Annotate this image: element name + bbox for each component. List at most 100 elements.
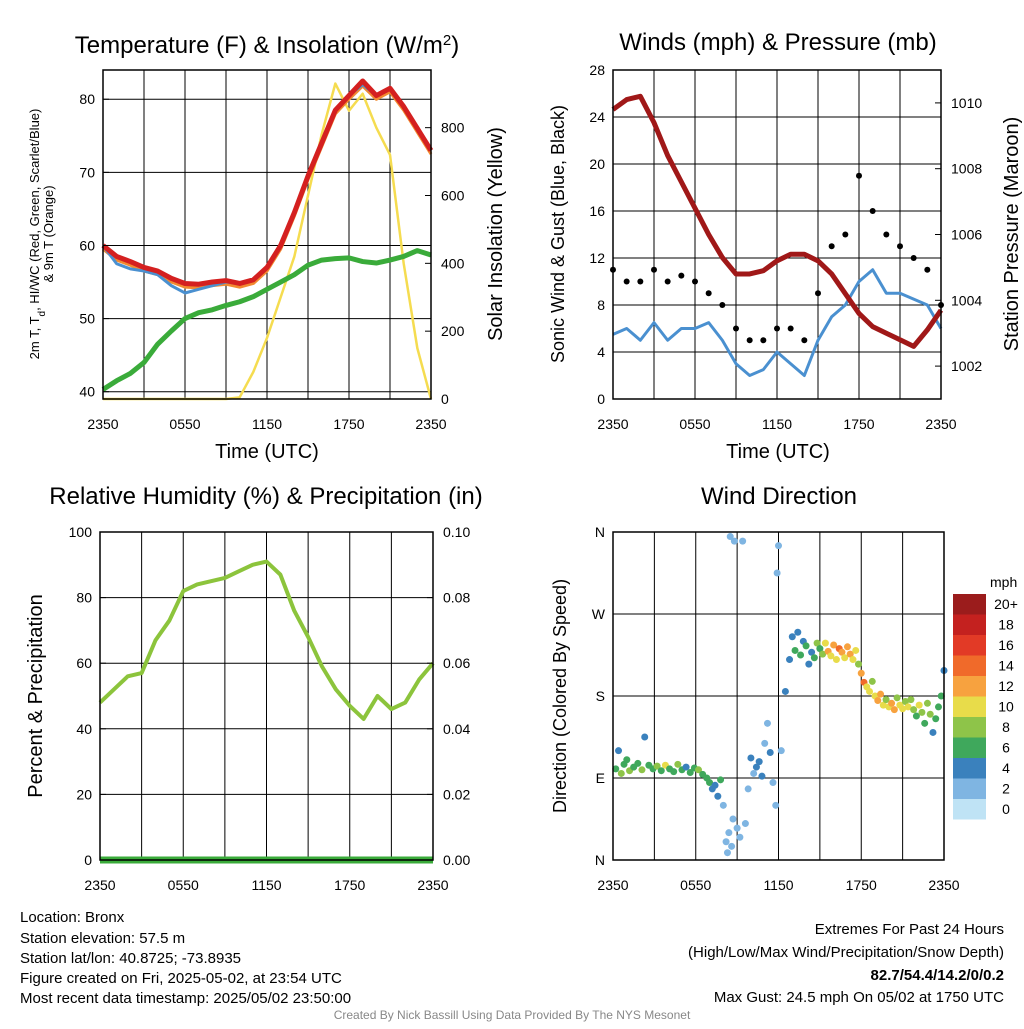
wind-direction-point [766, 748, 774, 756]
wind-direction-point [813, 639, 821, 647]
gust-point [842, 231, 849, 238]
wind-direction-point [617, 769, 625, 777]
wind-direction-point [874, 697, 882, 705]
colorbar-label: 0 [1002, 801, 1010, 817]
x-tick-label: 2350 [597, 416, 628, 432]
colorbar-label: 8 [1002, 719, 1010, 735]
wind-direction-point [653, 762, 661, 770]
y-tick-label: 4 [597, 344, 605, 360]
wind-direction-point [758, 772, 766, 780]
x-tick-label: 1750 [333, 416, 364, 432]
wind-direction-point [830, 641, 838, 649]
wind-direction-point [868, 677, 876, 685]
colorbar-label: 12 [998, 678, 1014, 694]
wind-direction-point [791, 646, 799, 654]
y-tick-label: 80 [79, 91, 95, 107]
y-tick-label: S [596, 688, 605, 704]
gust-point [856, 172, 862, 179]
gust-point [705, 290, 712, 297]
x-tick-label: 1150 [763, 877, 793, 893]
extremes-values: 82.7/54.4/14.2/0/0.2 [871, 967, 1004, 984]
temperature-x-ticks: 2350 0550 1150 1750 2350 [87, 416, 446, 432]
wind-direction-point [726, 533, 734, 541]
y-tick-label: 60 [76, 655, 92, 671]
wind-direction-point [879, 701, 887, 709]
y-tick-label: 50 [79, 311, 95, 327]
wind-direction-point [744, 785, 752, 793]
wind-direction-point [781, 687, 789, 695]
colorbar-swatch [953, 778, 986, 799]
wind-line [612, 268, 943, 377]
figure-created: Figure created on Fri, 2025-05-02, at 23… [20, 970, 342, 987]
wind-direction-point [741, 820, 749, 828]
precip-y2-ticks: 0.00 0.02 0.04 0.06 0.08 0.10 [427, 524, 470, 868]
colorbar-swatch [953, 635, 986, 656]
y-tick-label: 60 [79, 237, 95, 253]
wind-direction-point [827, 652, 835, 660]
colorbar-swatch [953, 696, 986, 717]
wind-direction-point [910, 706, 918, 714]
temperature-series [101, 78, 434, 401]
y2-tick-label: 800 [441, 120, 465, 136]
wind-direction-point [657, 767, 665, 775]
y2-tick-label: 0.08 [443, 590, 470, 606]
temperature-panel: Temperature (F) & Insolation (W/m2) 2350… [27, 32, 507, 464]
y-tick-label: 40 [79, 384, 95, 400]
x-tick-label: 2350 [597, 877, 628, 893]
wind-direction-point [805, 660, 813, 668]
wind-direction-point [904, 703, 912, 711]
humidity-chart-title: Relative Humidity (%) & Precipitation (i… [49, 483, 482, 510]
wind-direction-point [923, 699, 931, 707]
x-tick-label: 2350 [415, 416, 446, 432]
temperature-y-ticks: 40 50 60 70 80 [79, 91, 109, 400]
gust-point [760, 337, 767, 344]
gust-point [774, 325, 780, 332]
wind-direction-panel: Wind Direction 2350 0550 1150 1750 2350 N E S W… [550, 483, 1018, 893]
colorbar-swatch [953, 758, 986, 779]
extremes-subtitle: (High/Low/Max Wind/Precipitation/Snow De… [688, 944, 1004, 961]
x-tick-label: 1150 [252, 416, 282, 432]
solar-y2-axis-label: Solar Insolation (Yellow) [485, 127, 507, 341]
y2-tick-label: 0 [441, 391, 449, 407]
wind-direction-y-axis-label: Direction (Colored By Speed) [550, 579, 570, 813]
y2-tick-label: 1008 [951, 161, 982, 177]
colorbar-label: 16 [998, 637, 1014, 653]
station-latlon: Station lat/lon: 40.8725; -73.8935 [20, 950, 241, 967]
y2-tick-label: 0.02 [443, 786, 470, 802]
y2-tick-label: 1004 [951, 292, 982, 308]
wind-direction-point [747, 754, 755, 762]
y-tick-label: 0 [84, 852, 92, 868]
wind-direction-point [797, 651, 805, 659]
dewpoint-line [101, 248, 432, 392]
colorbar-label: 6 [1002, 740, 1010, 756]
gust-point [623, 278, 630, 285]
x-tick-label: 2350 [87, 416, 118, 432]
humidity-gridlines [100, 532, 433, 860]
x-tick-label: 2350 [925, 416, 956, 432]
wind-direction-point [888, 699, 896, 707]
winds-gridlines [613, 70, 941, 399]
wind-direction-point [788, 633, 796, 641]
wind-direction-point [711, 781, 719, 789]
x-tick-label: 0550 [168, 877, 199, 893]
wind-direction-point [852, 646, 860, 654]
gust-point [815, 290, 821, 297]
wind-direction-point [761, 739, 769, 747]
y-tick-label: 80 [76, 590, 92, 606]
y2-tick-label: 1010 [951, 95, 982, 111]
y-tick-label: 28 [589, 62, 605, 78]
wind-direction-point [821, 639, 829, 647]
max-gust: Max Gust: 24.5 mph On 05/02 at 1750 UTC [714, 989, 1004, 1006]
wind-direction-point [682, 763, 690, 771]
y-tick-label: N [595, 524, 605, 540]
wind-direction-point [802, 642, 810, 650]
y-tick-label: 0 [597, 391, 605, 407]
temperature-x-axis-label: Time (UTC) [215, 441, 319, 463]
extremes-info: Extremes For Past 24 Hours (High/Low/Max… [688, 921, 1004, 1006]
station-location: Location: Bronx [20, 909, 125, 926]
x-tick-label: 2350 [417, 877, 448, 893]
wind-direction-point [736, 833, 744, 841]
wind-direction-chart-title: Wind Direction [701, 483, 857, 510]
wind-direction-point [772, 801, 780, 809]
wind-direction-point [786, 656, 794, 664]
